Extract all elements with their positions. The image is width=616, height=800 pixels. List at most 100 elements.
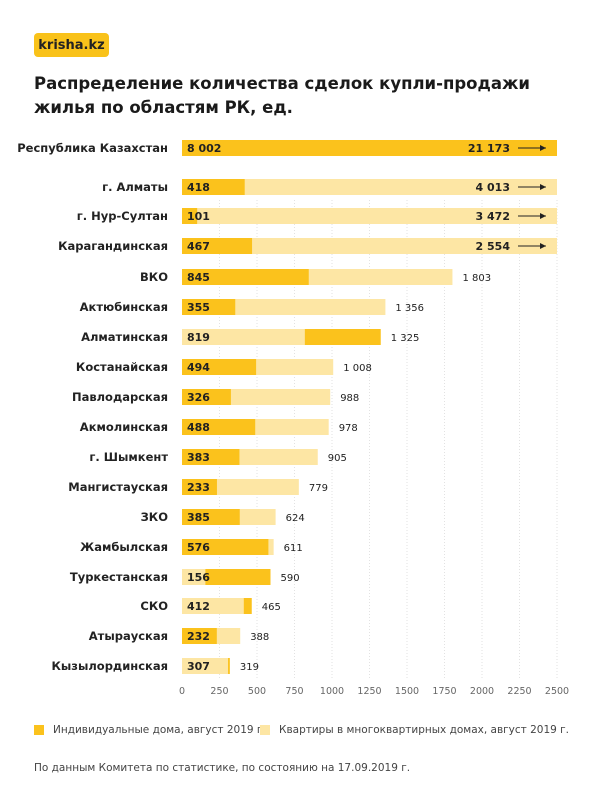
bar-small xyxy=(182,238,253,254)
value-label-small: 819 xyxy=(187,331,210,344)
value-label-large: 1 803 xyxy=(462,273,491,284)
value-label-large: 4 013 xyxy=(476,181,510,194)
value-label-small: 576 xyxy=(187,541,210,554)
bar-large xyxy=(182,179,557,195)
category-label: г. Алматы xyxy=(102,180,168,194)
truncation-arrow-icon xyxy=(540,213,546,219)
x-tick-label: 0 xyxy=(179,686,185,697)
category-label: Павлодарская xyxy=(72,390,168,404)
truncation-arrow-icon xyxy=(540,145,546,151)
bar-large xyxy=(182,208,557,224)
bar-small xyxy=(182,389,231,405)
category-label: Республика Казахстан xyxy=(17,141,168,155)
value-label-small: 355 xyxy=(187,301,210,314)
value-label-large: 905 xyxy=(328,453,347,464)
value-label-large: 465 xyxy=(262,602,281,613)
source-note: По данным Комитета по статистике, по сос… xyxy=(34,762,411,774)
bar-chart: 0 250 500 750 1000 1250 1500 1750 2000 2250 2500 Ре… xyxy=(17,140,569,697)
x-tick-label: 250 xyxy=(210,686,228,697)
x-tick-label: 1000 xyxy=(320,686,344,697)
krisha-logo: krisha.kz xyxy=(34,33,109,57)
value-label-large: 978 xyxy=(339,423,358,434)
category-label: Мангистауская xyxy=(68,480,168,494)
category-label: Актюбинская xyxy=(80,300,168,314)
category-label: Алматинская xyxy=(81,330,168,344)
legend-houses: Индивидуальные дома, август 2019 г. xyxy=(34,724,266,736)
category-label: Кызылординская xyxy=(52,659,169,673)
value-label-large: 1 325 xyxy=(391,333,420,344)
x-tick-label: 1500 xyxy=(395,686,419,697)
x-tick-label: 750 xyxy=(285,686,303,697)
value-label-large: 319 xyxy=(240,662,259,673)
value-label-large: 624 xyxy=(286,513,305,524)
value-label-large: 1 008 xyxy=(343,363,372,374)
category-label: г. Шымкент xyxy=(89,450,168,464)
value-label-large: 590 xyxy=(281,573,300,584)
x-tick-label: 2250 xyxy=(507,686,531,697)
truncation-arrow-icon xyxy=(540,243,546,249)
category-label: Атырауская xyxy=(89,629,168,643)
category-label: СКО xyxy=(140,599,168,613)
value-label-small: 412 xyxy=(187,600,210,613)
bar-small xyxy=(182,539,269,555)
value-label-small: 383 xyxy=(187,451,210,464)
bar-small xyxy=(182,569,206,585)
category-label: ВКО xyxy=(140,270,168,284)
bar-small xyxy=(182,208,198,224)
legend-label-houses: Индивидуальные дома, август 2019 г. xyxy=(53,724,266,736)
category-label: Карагандинская xyxy=(58,239,168,253)
value-label-small: 232 xyxy=(187,630,210,643)
bar-small xyxy=(182,299,236,315)
value-label-large: 779 xyxy=(309,483,328,494)
x-tick-label: 2500 xyxy=(545,686,569,697)
bar-small xyxy=(182,598,244,614)
bar-large xyxy=(182,238,557,254)
chart-title: Распределение количества сделок купли-пр… xyxy=(34,74,530,117)
bar-small xyxy=(182,509,240,525)
value-label-large: 2 554 xyxy=(476,240,511,253)
bar-small xyxy=(182,140,557,156)
bar-small xyxy=(182,269,309,285)
category-label: Костанайская xyxy=(76,360,168,374)
bar-small xyxy=(182,419,256,435)
value-label-small: 418 xyxy=(187,181,210,194)
value-label-small: 156 xyxy=(187,571,210,584)
value-label-small: 494 xyxy=(187,361,210,374)
value-label-small: 101 xyxy=(187,210,210,223)
value-label-small: 233 xyxy=(187,481,210,494)
category-label: Жамбылская xyxy=(80,540,168,554)
value-label-large: 1 356 xyxy=(395,303,424,314)
bar-small xyxy=(182,449,240,465)
value-label-large: 988 xyxy=(340,393,359,404)
value-label-small: 8 002 xyxy=(187,142,221,155)
value-label-large: 21 173 xyxy=(468,142,510,155)
value-label-small: 488 xyxy=(187,421,210,434)
value-label-large: 388 xyxy=(250,632,269,643)
x-tick-label: 500 xyxy=(248,686,266,697)
bar-small xyxy=(182,359,257,375)
x-tick-label: 2000 xyxy=(470,686,494,697)
category-label: ЗКО xyxy=(141,510,169,524)
value-label-small: 385 xyxy=(187,511,210,524)
bar-small xyxy=(182,329,305,345)
truncation-arrow-icon xyxy=(540,184,546,190)
value-label-small: 307 xyxy=(187,660,210,673)
value-label-large: 3 472 xyxy=(476,210,510,223)
bar-small xyxy=(182,179,245,195)
category-label: Туркестанская xyxy=(70,570,168,584)
legend-swatch-apartments xyxy=(260,725,270,735)
legend-apartments: Квартиры в многоквартирных домах, август… xyxy=(260,724,569,736)
legend-swatch-houses xyxy=(34,725,44,735)
bar-small xyxy=(182,658,229,674)
legend-label-apartments: Квартиры в многоквартирных домах, август… xyxy=(279,724,570,736)
category-label: Акмолинская xyxy=(80,420,168,434)
value-label-large: 611 xyxy=(284,543,303,554)
value-label-small: 467 xyxy=(187,240,210,253)
bar-small xyxy=(182,628,217,644)
category-label: г. Нур-Султан xyxy=(77,209,168,223)
x-tick-label: 1750 xyxy=(432,686,456,697)
bar-small xyxy=(182,479,217,495)
x-tick-label: 1250 xyxy=(357,686,381,697)
value-label-small: 845 xyxy=(187,271,210,284)
